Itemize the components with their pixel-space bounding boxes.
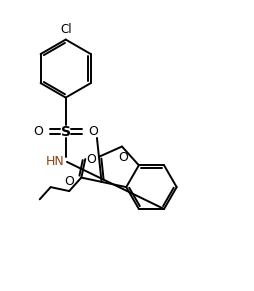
Text: Cl: Cl bbox=[60, 23, 71, 36]
Text: O: O bbox=[86, 152, 96, 166]
Text: S: S bbox=[60, 125, 70, 139]
Text: O: O bbox=[118, 151, 128, 164]
Text: HN: HN bbox=[45, 155, 64, 168]
Text: O: O bbox=[33, 125, 43, 138]
Text: O: O bbox=[88, 125, 98, 138]
Text: O: O bbox=[64, 175, 74, 187]
